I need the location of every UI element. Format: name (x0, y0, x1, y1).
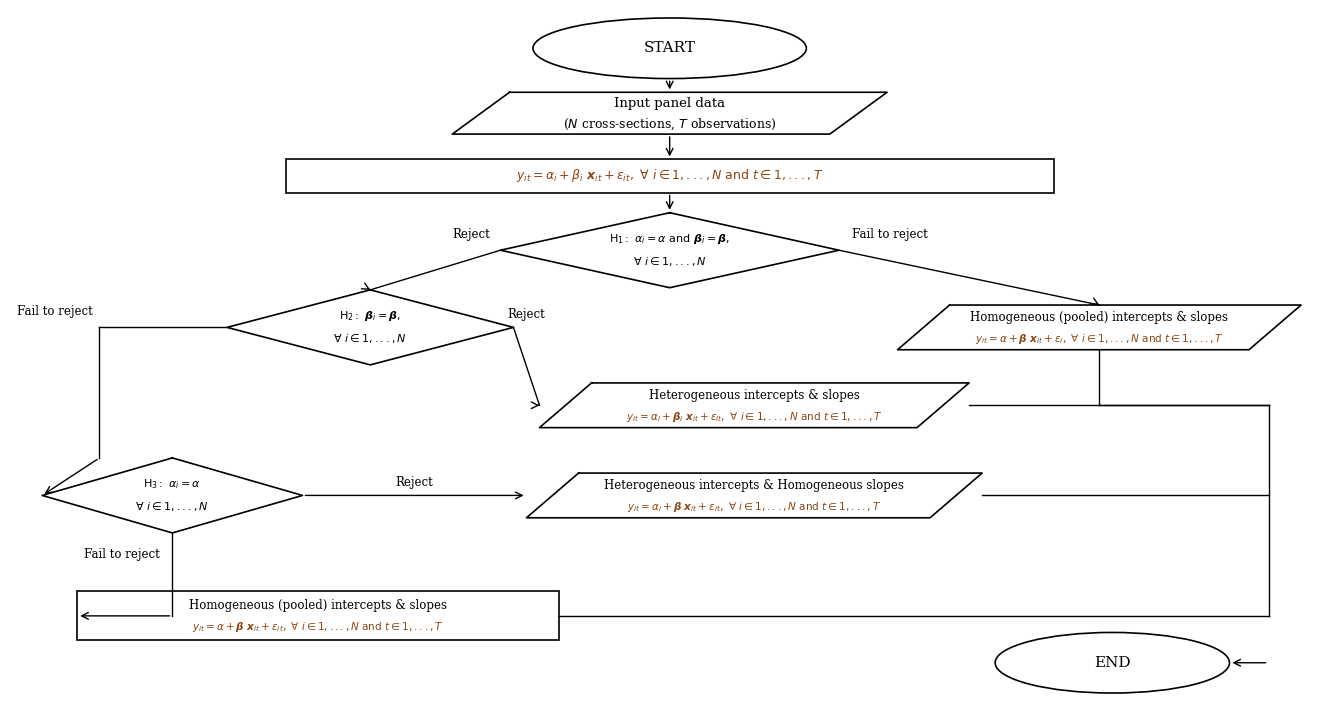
Text: Fail to reject: Fail to reject (83, 548, 160, 561)
Text: Heterogeneous intercepts & slopes: Heterogeneous intercepts & slopes (649, 389, 859, 402)
Text: $y_{it}=\alpha+\boldsymbol{\beta}\ \boldsymbol{x}_{it}+\varepsilon_{i},\ \forall: $y_{it}=\alpha+\boldsymbol{\beta}\ \bold… (974, 332, 1224, 346)
Bar (77, 592, 559, 641)
Text: Homogeneous (pooled) intercepts & slopes: Homogeneous (pooled) intercepts & slopes (189, 599, 447, 612)
Text: START: START (644, 41, 695, 55)
Bar (286, 159, 1054, 193)
Text: Reject: Reject (395, 476, 434, 489)
Text: $\forall\ i\in 1,...,N$: $\forall\ i\in 1,...,N$ (633, 254, 707, 268)
Text: $\forall\ i\in 1,...,N$: $\forall\ i\in 1,...,N$ (135, 500, 209, 513)
Text: $\mathrm{H}_1\mathrm{:}\ \alpha_i=\alpha\ \mathrm{and}\ \boldsymbol{\beta}_i=\bo: $\mathrm{H}_1\mathrm{:}\ \alpha_i=\alpha… (609, 232, 730, 245)
Text: Reject: Reject (508, 308, 546, 321)
Text: Reject: Reject (452, 228, 490, 241)
Text: $y_{it}=\alpha_i+\boldsymbol{\beta}\ \boldsymbol{x}_{it}+\varepsilon_{it},\ \for: $y_{it}=\alpha_i+\boldsymbol{\beta}\ \bo… (627, 500, 882, 514)
Text: ($N$ cross-sections, $T$ observations): ($N$ cross-sections, $T$ observations) (563, 117, 776, 132)
Text: Fail to reject: Fail to reject (17, 305, 93, 318)
Text: Homogeneous (pooled) intercepts & slopes: Homogeneous (pooled) intercepts & slopes (970, 311, 1228, 324)
Text: Heterogeneous intercepts & Homogeneous slopes: Heterogeneous intercepts & Homogeneous s… (604, 479, 904, 492)
Text: $\mathrm{H}_2\mathrm{:}\ \boldsymbol{\beta}_i=\boldsymbol{\beta},$: $\mathrm{H}_2\mathrm{:}\ \boldsymbol{\be… (340, 309, 401, 323)
Text: $y_{it}=\alpha+\boldsymbol{\beta}\ \boldsymbol{x}_{it}+\varepsilon_{it},\ \foral: $y_{it}=\alpha+\boldsymbol{\beta}\ \bold… (192, 620, 444, 634)
Text: $y_{it}=\alpha_i+\boldsymbol{\beta}_i\ \boldsymbol{x}_{it}+\varepsilon_{it},\ \f: $y_{it}=\alpha_i+\boldsymbol{\beta}_i\ \… (627, 410, 883, 424)
Text: $\forall\ i\in 1,...,N$: $\forall\ i\in 1,...,N$ (333, 331, 407, 345)
Text: Fail to reject: Fail to reject (851, 228, 928, 241)
Text: $\mathrm{H}_3\mathrm{:}\ \alpha_i=\alpha$: $\mathrm{H}_3\mathrm{:}\ \alpha_i=\alpha… (143, 477, 201, 491)
Text: END: END (1095, 656, 1130, 670)
Text: Input panel data: Input panel data (615, 97, 726, 110)
Text: $y_{it}=\alpha_i+\beta_i\ \boldsymbol{x}_{it}+\varepsilon_{it},\ \forall\ i\in 1: $y_{it}=\alpha_i+\beta_i\ \boldsymbol{x}… (516, 167, 824, 185)
